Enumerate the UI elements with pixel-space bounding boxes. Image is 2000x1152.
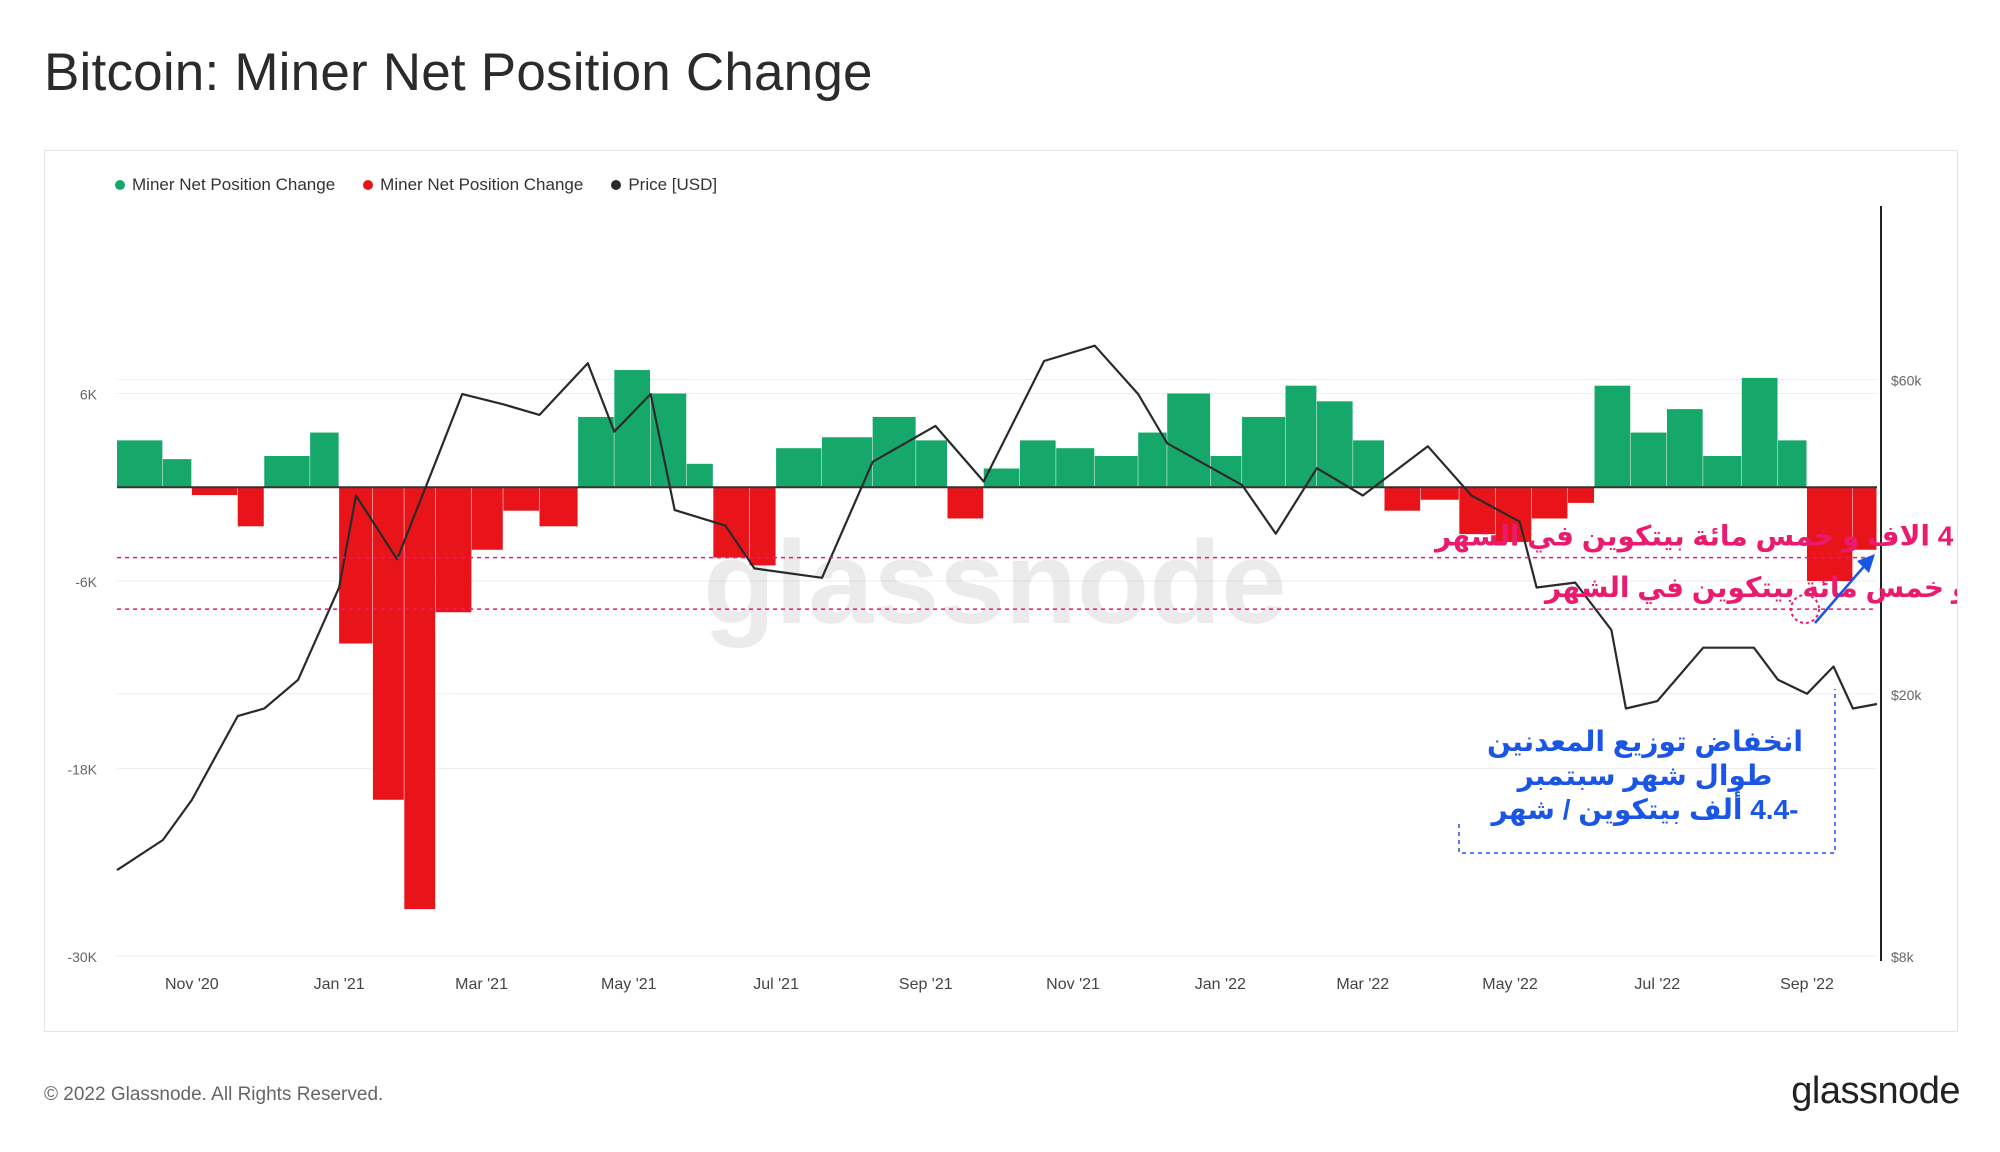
- net-position-bar: [1567, 487, 1595, 503]
- net-position-bar: [1594, 385, 1631, 488]
- net-position-bar: [821, 437, 873, 488]
- net-position-bar: [1056, 448, 1095, 488]
- x-tick-label: Nov '20: [165, 976, 219, 993]
- net-position-bar: [1285, 385, 1317, 488]
- net-position-bar: [1778, 440, 1807, 488]
- x-tick-label: May '22: [1482, 976, 1538, 993]
- y-left-tick-label: -30K: [67, 949, 97, 965]
- price-line: [116, 344, 1878, 872]
- net-position-bar: [1495, 487, 1532, 542]
- net-position-bar: [264, 456, 310, 488]
- net-position-bar: [1384, 487, 1421, 511]
- annotation-text: طوال شهر سبتمبر: [1516, 760, 1773, 792]
- net-position-bar: [1167, 393, 1211, 488]
- net-position-bar: [1353, 440, 1384, 488]
- legend-item-positive[interactable]: Miner Net Position Change: [115, 175, 335, 195]
- legend-item-negative[interactable]: Miner Net Position Change: [363, 175, 583, 195]
- net-position-bar: [1094, 456, 1138, 488]
- net-position-bar: [237, 487, 264, 527]
- annotation-text: انخفاض 9 الاف و خمس مائة بيتكوين في الشه…: [1543, 572, 1957, 604]
- net-position-bar: [614, 370, 651, 488]
- x-tick-label: Jan '21: [314, 976, 365, 993]
- net-position-bar: [372, 487, 404, 800]
- x-tick-label: Sep '22: [1780, 976, 1834, 993]
- x-tick-label: Jan '22: [1195, 976, 1246, 993]
- annotation-text: -4.4 ألف بيتكوين / شهر: [1490, 791, 1799, 826]
- x-tick-label: Mar '22: [1336, 976, 1389, 993]
- x-tick-label: Nov '21: [1046, 976, 1100, 993]
- net-position-bar: [117, 440, 163, 488]
- net-position-bar: [1630, 432, 1667, 488]
- legend-label: Price [USD]: [628, 175, 718, 194]
- net-position-bar: [916, 440, 948, 488]
- net-position-bar: [1806, 487, 1853, 581]
- net-position-bar: [162, 459, 192, 488]
- annotation-text: انخفاض 4 الاف و خمس مائة بيتكوين في الشه…: [1433, 521, 1957, 553]
- net-position-bar: [578, 416, 614, 488]
- annotation-bracket: [1458, 689, 1836, 854]
- y-right-tick-label: $20k: [1891, 687, 1922, 703]
- legend-dot-icon: [611, 180, 622, 190]
- x-tick-label: Jul '22: [1634, 976, 1680, 993]
- net-position-bar: [503, 487, 539, 511]
- net-position-bar: [1316, 401, 1353, 488]
- net-position-bar: [776, 448, 822, 488]
- net-position-bar: [435, 487, 472, 613]
- net-position-bar: [749, 487, 776, 566]
- chart-frame: Miner Net Position Change Miner Net Posi…: [44, 150, 1958, 1032]
- annotation-text: انخفاض توزيع المعدنين: [1487, 726, 1803, 758]
- net-position-bar: [1242, 416, 1286, 488]
- net-position-bar: [1138, 432, 1167, 488]
- net-position-bar: [1019, 440, 1056, 488]
- net-position-bar: [713, 487, 750, 558]
- legend-label: Miner Net Position Change: [380, 175, 584, 194]
- legend-dot-icon: [363, 180, 374, 190]
- x-tick-label: Jul '21: [753, 976, 799, 993]
- copyright-text: © 2022 Glassnode. All Rights Reserved.: [44, 1084, 384, 1105]
- net-position-bar: [310, 432, 339, 488]
- y-right-tick-label: $8k: [1891, 949, 1915, 965]
- net-position-bar: [983, 468, 1020, 488]
- x-tick-label: May '21: [601, 976, 657, 993]
- net-position-bar: [1531, 487, 1568, 519]
- net-position-bar: [539, 487, 578, 527]
- net-position-bar: [191, 487, 238, 496]
- x-tick-label: Mar '21: [455, 976, 508, 993]
- net-position-bar: [947, 487, 984, 519]
- y-left-tick-label: 6K: [80, 387, 98, 403]
- y-right-tick-label: $60k: [1891, 372, 1922, 388]
- legend-item-price[interactable]: Price [USD]: [611, 175, 717, 195]
- net-position-bar: [872, 416, 916, 488]
- net-position-bar: [404, 487, 436, 910]
- net-position-bar: [1420, 487, 1459, 500]
- net-position-bar: [1459, 487, 1496, 535]
- legend-dot-icon: [115, 180, 125, 190]
- net-position-bar: [686, 463, 713, 488]
- page-title: Bitcoin: Miner Net Position Change: [44, 43, 873, 102]
- net-position-bar: [1852, 487, 1877, 550]
- watermark-text: glassnode: [703, 517, 1287, 649]
- y-left-tick-label: -18K: [67, 762, 97, 778]
- chart-canvas: 6K -6K -18K -30K $60k $20k $8k Nov '20 Jan '21 Ma…: [67, 206, 1957, 993]
- net-position-bar: [471, 487, 503, 550]
- net-position-bar: [1666, 409, 1703, 488]
- net-position-bar: [1703, 456, 1742, 488]
- chart-legend: Miner Net Position Change Miner Net Posi…: [115, 175, 717, 195]
- arrow-icon: [1814, 562, 1868, 624]
- net-position-bar: [1741, 377, 1778, 488]
- brand-logo: glassnode: [1791, 1070, 1960, 1112]
- net-position-bar: [650, 393, 687, 488]
- highlight-circle-icon: [1790, 594, 1820, 624]
- y-left-tick-label: -6K: [75, 574, 97, 590]
- legend-label: Miner Net Position Change: [132, 175, 336, 194]
- x-tick-label: Sep '21: [899, 976, 953, 993]
- arrow-head-icon: [1857, 554, 1875, 573]
